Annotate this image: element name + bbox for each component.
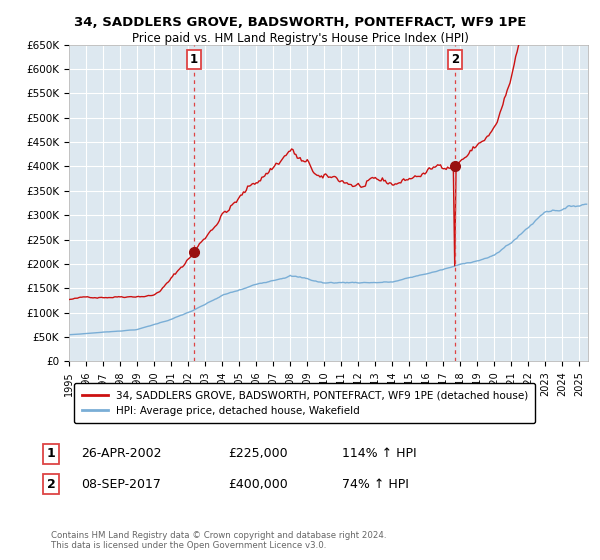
Text: £400,000: £400,000 <box>228 478 288 491</box>
Text: 114% ↑ HPI: 114% ↑ HPI <box>342 447 416 460</box>
Text: 2: 2 <box>451 53 459 66</box>
Text: 26-APR-2002: 26-APR-2002 <box>81 447 161 460</box>
Text: 34, SADDLERS GROVE, BADSWORTH, PONTEFRACT, WF9 1PE: 34, SADDLERS GROVE, BADSWORTH, PONTEFRAC… <box>74 16 526 29</box>
Text: Price paid vs. HM Land Registry's House Price Index (HPI): Price paid vs. HM Land Registry's House … <box>131 32 469 45</box>
Text: 1: 1 <box>47 447 55 460</box>
Text: 08-SEP-2017: 08-SEP-2017 <box>81 478 161 491</box>
Text: 74% ↑ HPI: 74% ↑ HPI <box>342 478 409 491</box>
Text: 2: 2 <box>47 478 55 491</box>
Text: 1: 1 <box>190 53 197 66</box>
Legend: 34, SADDLERS GROVE, BADSWORTH, PONTEFRACT, WF9 1PE (detached house), HPI: Averag: 34, SADDLERS GROVE, BADSWORTH, PONTEFRAC… <box>74 383 535 423</box>
Text: £225,000: £225,000 <box>228 447 287 460</box>
Text: Contains HM Land Registry data © Crown copyright and database right 2024.
This d: Contains HM Land Registry data © Crown c… <box>51 530 386 550</box>
